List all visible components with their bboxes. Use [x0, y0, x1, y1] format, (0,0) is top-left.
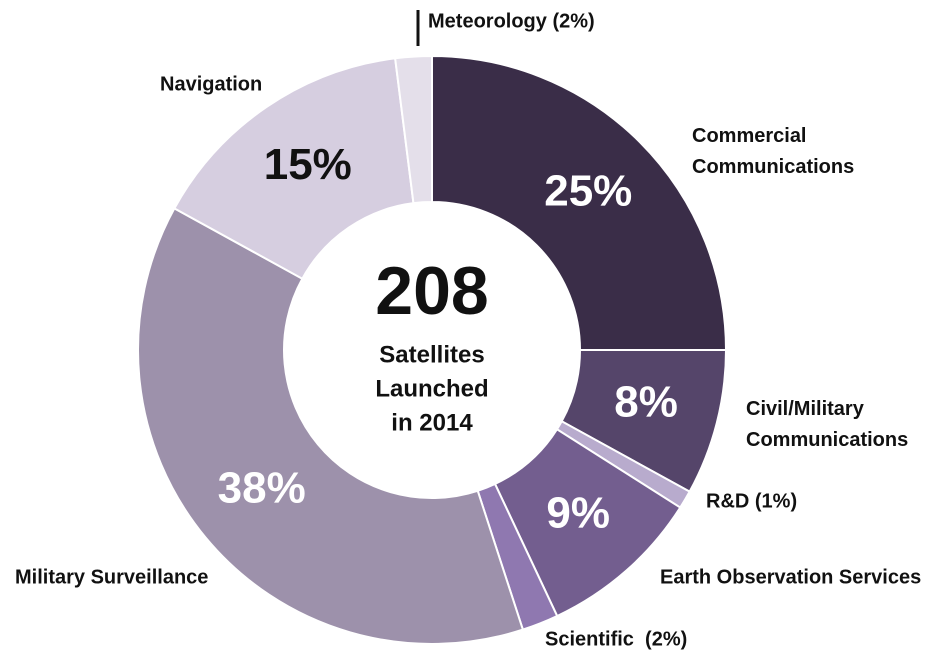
center-label: in 2014 — [391, 409, 473, 436]
category-label: Military Surveillance — [15, 566, 208, 588]
slice — [137, 207, 525, 645]
center-value: 208 — [375, 253, 488, 329]
slice-label: 25% — [544, 166, 632, 215]
category-label: Scientific (2%) — [545, 628, 687, 650]
slices — [137, 54, 728, 645]
center-label: Satellites — [379, 341, 484, 368]
slice-label: 8% — [614, 378, 678, 427]
slice — [394, 54, 433, 205]
slice — [431, 54, 728, 351]
category-label: Commercial Communications — [692, 125, 854, 178]
center-label: Launched — [375, 375, 488, 402]
category-label: R&D (1%) — [706, 490, 797, 512]
category-label: Navigation — [160, 73, 262, 95]
category-label: Civil/Military Communications — [746, 398, 908, 451]
slice-label: 15% — [264, 140, 352, 189]
slice-label: 9% — [546, 488, 610, 537]
category-label: Earth Observation Services — [660, 566, 921, 588]
slice-label: 38% — [218, 463, 306, 512]
category-label: Meteorology (2%) — [428, 10, 595, 32]
slice — [173, 57, 415, 281]
